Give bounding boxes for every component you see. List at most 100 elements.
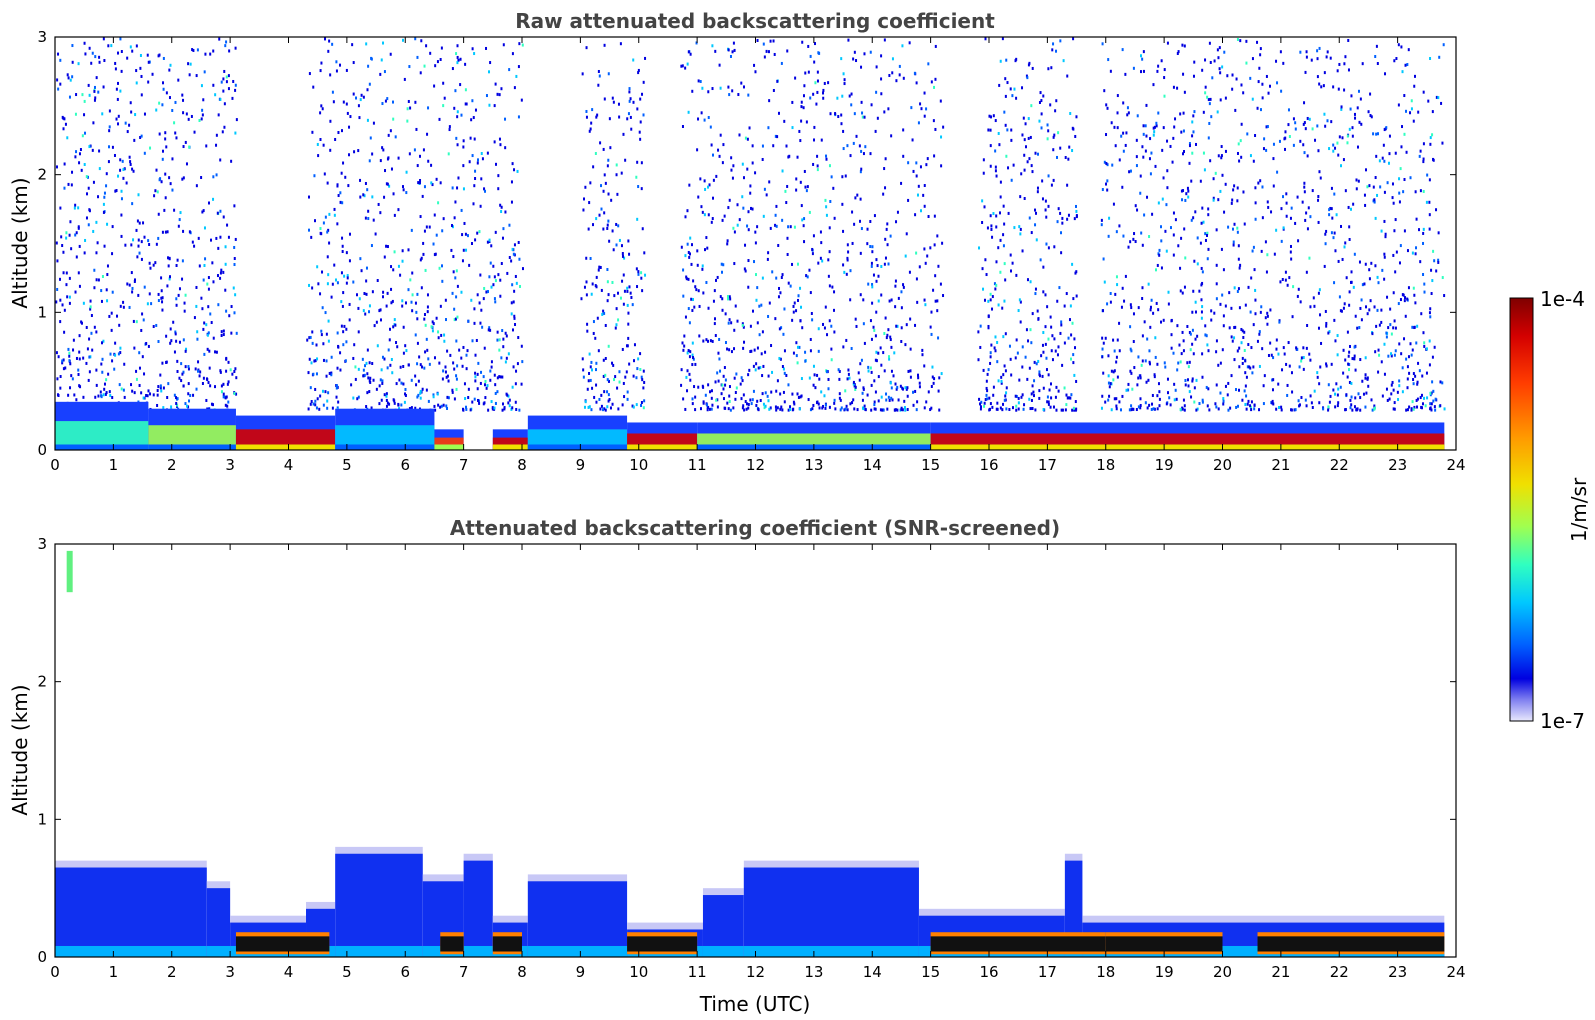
noise-pixel [914, 390, 916, 393]
noise-pixel [797, 392, 799, 395]
noise-pixel [1142, 359, 1144, 362]
x-tick-label: 15 [921, 963, 940, 981]
noise-pixel [400, 382, 402, 385]
noise-pixel [1432, 356, 1434, 359]
noise-pixel [848, 373, 850, 376]
noise-pixel [772, 144, 774, 147]
noise-pixel [811, 248, 813, 251]
noise-pixel [863, 322, 865, 325]
noise-pixel [117, 82, 119, 85]
noise-pixel [492, 406, 494, 409]
noise-pixel [1108, 374, 1110, 377]
noise-pixel [1207, 213, 1209, 216]
noise-pixel [84, 52, 86, 55]
noise-pixel [781, 62, 783, 65]
noise-pixel [987, 300, 989, 303]
noise-pixel [922, 194, 924, 197]
noise-pixel [990, 355, 992, 358]
noise-pixel [988, 397, 990, 400]
noise-pixel [1395, 57, 1397, 60]
noise-pixel [1412, 400, 1414, 403]
noise-pixel [1031, 231, 1033, 234]
noise-pixel [456, 115, 458, 118]
noise-pixel [82, 396, 84, 399]
noise-pixel [366, 267, 368, 270]
noise-pixel [834, 112, 836, 115]
noise-pixel [1422, 242, 1424, 245]
noise-pixel [1225, 150, 1227, 153]
noise-pixel [100, 394, 102, 397]
noise-pixel [1040, 91, 1042, 94]
noise-pixel [697, 386, 699, 389]
noise-pixel [633, 375, 635, 378]
noise-pixel [1035, 212, 1037, 215]
noise-pixel [420, 215, 422, 218]
noise-pixel [232, 80, 234, 83]
noise-pixel [642, 227, 644, 230]
noise-pixel [1215, 350, 1217, 353]
noise-pixel [873, 274, 875, 277]
noise-pixel [1370, 299, 1372, 302]
noise-pixel [1143, 133, 1145, 136]
noise-pixel [1399, 261, 1401, 264]
noise-pixel [1266, 271, 1268, 274]
noise-pixel [1200, 298, 1202, 301]
noise-pixel [187, 365, 189, 368]
noise-pixel [1306, 324, 1308, 327]
noise-pixel [79, 334, 81, 337]
noise-pixel [873, 326, 875, 329]
noise-pixel [1002, 335, 1004, 338]
noise-pixel [1337, 69, 1339, 72]
noise-pixel [1103, 342, 1105, 345]
noise-pixel [94, 96, 96, 99]
noise-pixel [328, 340, 330, 343]
noise-pixel [821, 259, 823, 262]
noise-pixel [401, 299, 403, 302]
noise-pixel [1337, 154, 1339, 157]
noise-pixel [1280, 207, 1282, 210]
noise-pixel [620, 42, 622, 45]
noise-pixel [1133, 232, 1135, 235]
noise-pixel [441, 47, 443, 50]
noise-pixel [467, 349, 469, 352]
noise-pixel [1383, 160, 1385, 163]
noise-pixel [891, 71, 893, 74]
noise-pixel [892, 57, 894, 60]
noise-pixel [1004, 364, 1006, 367]
noise-pixel [1036, 238, 1038, 241]
noise-pixel [608, 393, 610, 396]
noise-pixel [598, 398, 600, 401]
noise-pixel [319, 292, 321, 295]
noise-pixel [1151, 213, 1153, 216]
noise-pixel [739, 218, 741, 221]
noise-pixel [1393, 229, 1395, 232]
noise-pixel [222, 383, 224, 386]
noise-pixel [223, 70, 225, 73]
noise-pixel [935, 45, 937, 48]
noise-pixel [742, 207, 744, 210]
noise-pixel [1239, 306, 1241, 309]
noise-pixel [88, 145, 90, 148]
noise-pixel [177, 79, 179, 82]
noise-pixel [324, 172, 326, 175]
noise-pixel [742, 347, 744, 350]
noise-pixel [363, 309, 365, 312]
noise-pixel [1288, 341, 1290, 344]
noise-pixel [813, 234, 815, 237]
noise-pixel [494, 104, 496, 107]
noise-pixel [1035, 152, 1037, 155]
noise-pixel [391, 371, 393, 374]
noise-pixel [1340, 386, 1342, 389]
noise-pixel [1382, 157, 1384, 160]
noise-pixel [746, 408, 748, 411]
noise-pixel [1438, 231, 1440, 234]
noise-pixel [170, 327, 172, 330]
noise-pixel [100, 289, 102, 292]
noise-pixel [326, 375, 328, 378]
noise-pixel [767, 395, 769, 398]
noise-pixel [474, 379, 476, 382]
noise-pixel [404, 78, 406, 81]
y-tick-label: 0 [37, 948, 47, 966]
noise-pixel [1125, 131, 1127, 134]
noise-pixel [56, 259, 58, 262]
